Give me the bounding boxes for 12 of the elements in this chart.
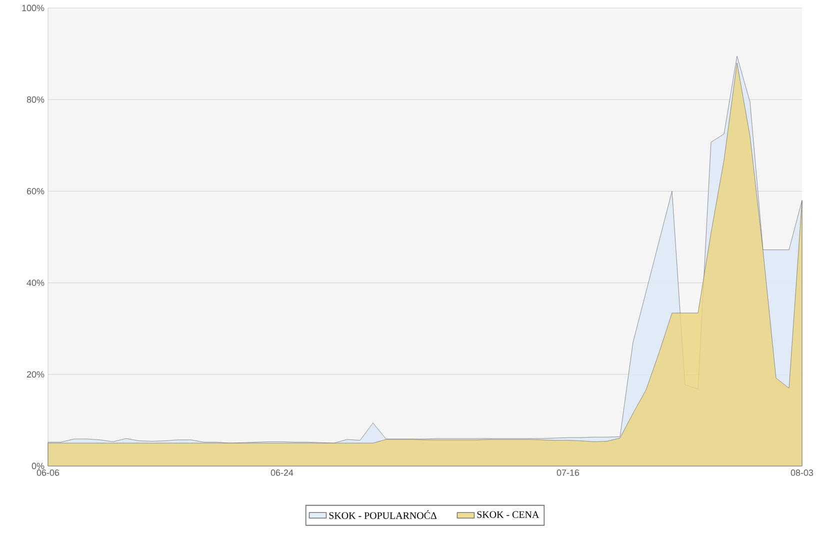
y-tick-label: 100% bbox=[22, 4, 44, 12]
y-tick-label: 60% bbox=[26, 188, 44, 194]
y-tick-label: 80% bbox=[26, 96, 44, 103]
y-tick-label: 0% bbox=[32, 462, 44, 470]
legend-label: SKOK - CENA bbox=[477, 511, 540, 518]
x-tick-label: 08-03 bbox=[790, 470, 814, 476]
y-tick-label: 20% bbox=[26, 371, 44, 378]
legend-label: SKOK - POPULARNOĆΔ bbox=[329, 510, 437, 519]
x-tick-label: 06-24 bbox=[270, 470, 294, 476]
x-tick-label: 07-16 bbox=[556, 470, 580, 476]
y-tick-label: 40% bbox=[26, 280, 44, 286]
x-tick-label: 06-06 bbox=[36, 470, 60, 476]
